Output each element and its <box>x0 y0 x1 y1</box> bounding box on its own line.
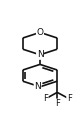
Text: O: O <box>36 28 44 37</box>
Text: N: N <box>34 82 41 91</box>
Text: F: F <box>67 94 72 103</box>
Text: F: F <box>55 99 60 108</box>
Text: N: N <box>37 50 43 59</box>
Text: F: F <box>43 94 48 103</box>
